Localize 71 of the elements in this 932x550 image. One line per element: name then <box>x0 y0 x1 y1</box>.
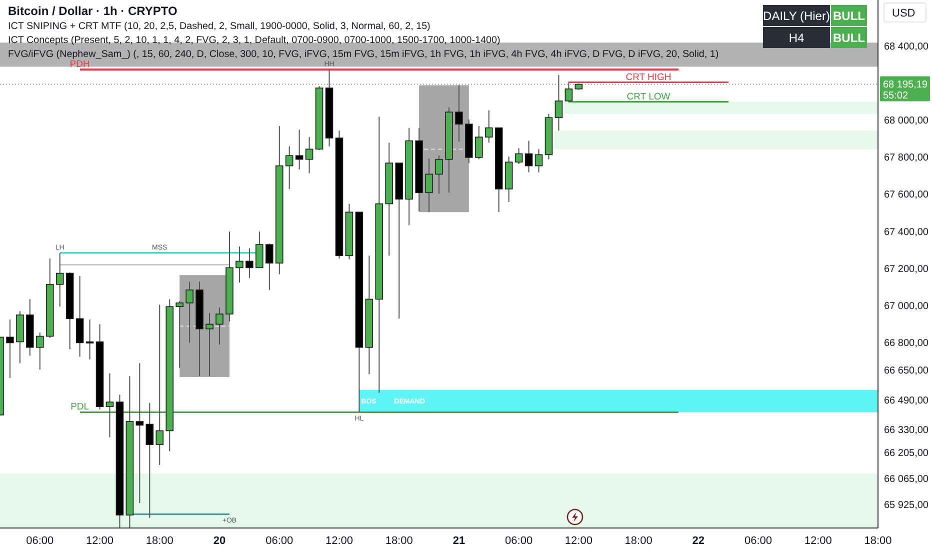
y-tick-label: 68 000,00 <box>884 116 929 127</box>
candlestick <box>554 74 563 132</box>
candlestick <box>256 231 264 268</box>
x-tick-label: 18:00 <box>864 534 892 547</box>
x-tick-label: 06:00 <box>266 534 294 547</box>
candlestick <box>305 136 314 174</box>
candlestick <box>106 372 114 438</box>
y-tick-label: 67 000,00 <box>884 300 929 312</box>
chart-title: Bitcoin / Dollar · 1h · CRYPTO <box>8 4 178 18</box>
y-tick-label: 66 065,00 <box>884 474 929 486</box>
candlestick <box>455 84 463 142</box>
candlestick <box>524 140 533 173</box>
y-axis-title: USD <box>892 8 916 20</box>
candlestick <box>156 304 164 466</box>
annotation: BULL <box>833 31 865 45</box>
y-tick-label: 67 200,00 <box>884 264 929 275</box>
x-tick-label: 20 <box>213 534 226 547</box>
candlestick <box>146 402 154 518</box>
y-tick-label: 68 400,00 <box>884 42 929 53</box>
candlestick <box>186 281 194 344</box>
x-tick-label: 18:00 <box>146 534 174 547</box>
y-tick-label: 67 400,00 <box>884 226 929 238</box>
candlestick <box>564 82 573 102</box>
y-tick-label: 67 600,00 <box>884 190 929 201</box>
x-tick-label: 12:00 <box>325 534 353 547</box>
x-tick-label: 18:00 <box>385 534 413 547</box>
ref-line-label: 68 195,19 <box>883 79 928 90</box>
candlestick <box>206 312 214 377</box>
candlestick <box>475 125 483 160</box>
candlestick <box>246 248 254 278</box>
candlestick <box>484 110 493 144</box>
candlestick <box>136 362 144 504</box>
candlestick <box>56 252 64 308</box>
x-tick-label: 22 <box>692 534 705 547</box>
text: 55:02 <box>883 90 908 102</box>
candlestick <box>236 246 244 284</box>
y-tick-label: 66 800,00 <box>884 338 929 349</box>
annotation: BULL <box>833 9 865 23</box>
x-tick-label: 12:00 <box>564 534 592 547</box>
series-label: CRT HIGH <box>626 72 672 83</box>
y-tick-label: 65 925,00 <box>884 500 929 512</box>
x-tick-label: 12:00 <box>86 534 114 547</box>
candlestick <box>6 319 14 378</box>
candlestick <box>534 148 543 173</box>
x-tick-label: 21 <box>452 534 466 547</box>
candlestick <box>176 300 184 368</box>
y-tick-label: 66 490,00 <box>884 395 929 406</box>
candlestick <box>285 146 294 190</box>
y-tick-label: 66 650,00 <box>884 366 929 377</box>
series-label: PDL <box>70 402 90 413</box>
x-tick-label: 12:00 <box>804 534 832 547</box>
text: ICT SNIPING + CRT MTF (10, 20, 2,5, Dashed, 2, Small, 1900-0000, Solid, 3, Normal, 60, 2, 15) ICT Concepts (Present, 5, 2, 10, 1, 1, 4, 2, FVG, 2, 3, 1, Default, 0700-0900, 0700-1000, 1500-1700, 1000-1400) FVG/iFVG (Nephew_Sam_) (, 15, 60, 240, D, Close, 300, 10, FVG, iFVG, 15m FVG, 15m iFVG, 1h FVG, 1h iFVG, 4h FVG, 4h iFVG, D FVG, D iFVG, 20, Solid, 1) <box>8 21 719 60</box>
y-tick-label: 66 330,00 <box>884 425 929 436</box>
y-tick-label: 67 800,00 <box>884 152 929 164</box>
y-tick-label: 66 205,00 <box>884 448 929 460</box>
candlestick <box>265 243 274 290</box>
candlestick <box>216 307 224 346</box>
candlestick <box>435 155 443 194</box>
candlestick <box>514 148 523 164</box>
candlestick <box>86 319 94 360</box>
candlestick <box>425 158 433 213</box>
candlestick <box>36 332 44 370</box>
x-tick-label: 06:00 <box>26 534 54 547</box>
annotation: DAILY (Hier) <box>763 9 830 23</box>
candlestick <box>295 129 304 170</box>
x-tick-label: 18:00 <box>624 534 652 547</box>
annotation: H4 <box>788 31 804 45</box>
series-label: CRT LOW <box>626 91 670 102</box>
series-label: PDH <box>70 58 90 70</box>
x-tick-label: 06:00 <box>505 534 533 547</box>
x-tick-label: 06:00 <box>744 534 772 547</box>
